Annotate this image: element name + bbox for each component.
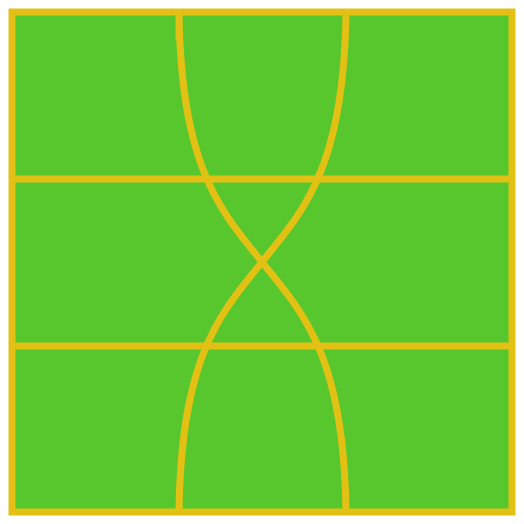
board-border <box>8 8 516 516</box>
curve <box>175 11 350 513</box>
